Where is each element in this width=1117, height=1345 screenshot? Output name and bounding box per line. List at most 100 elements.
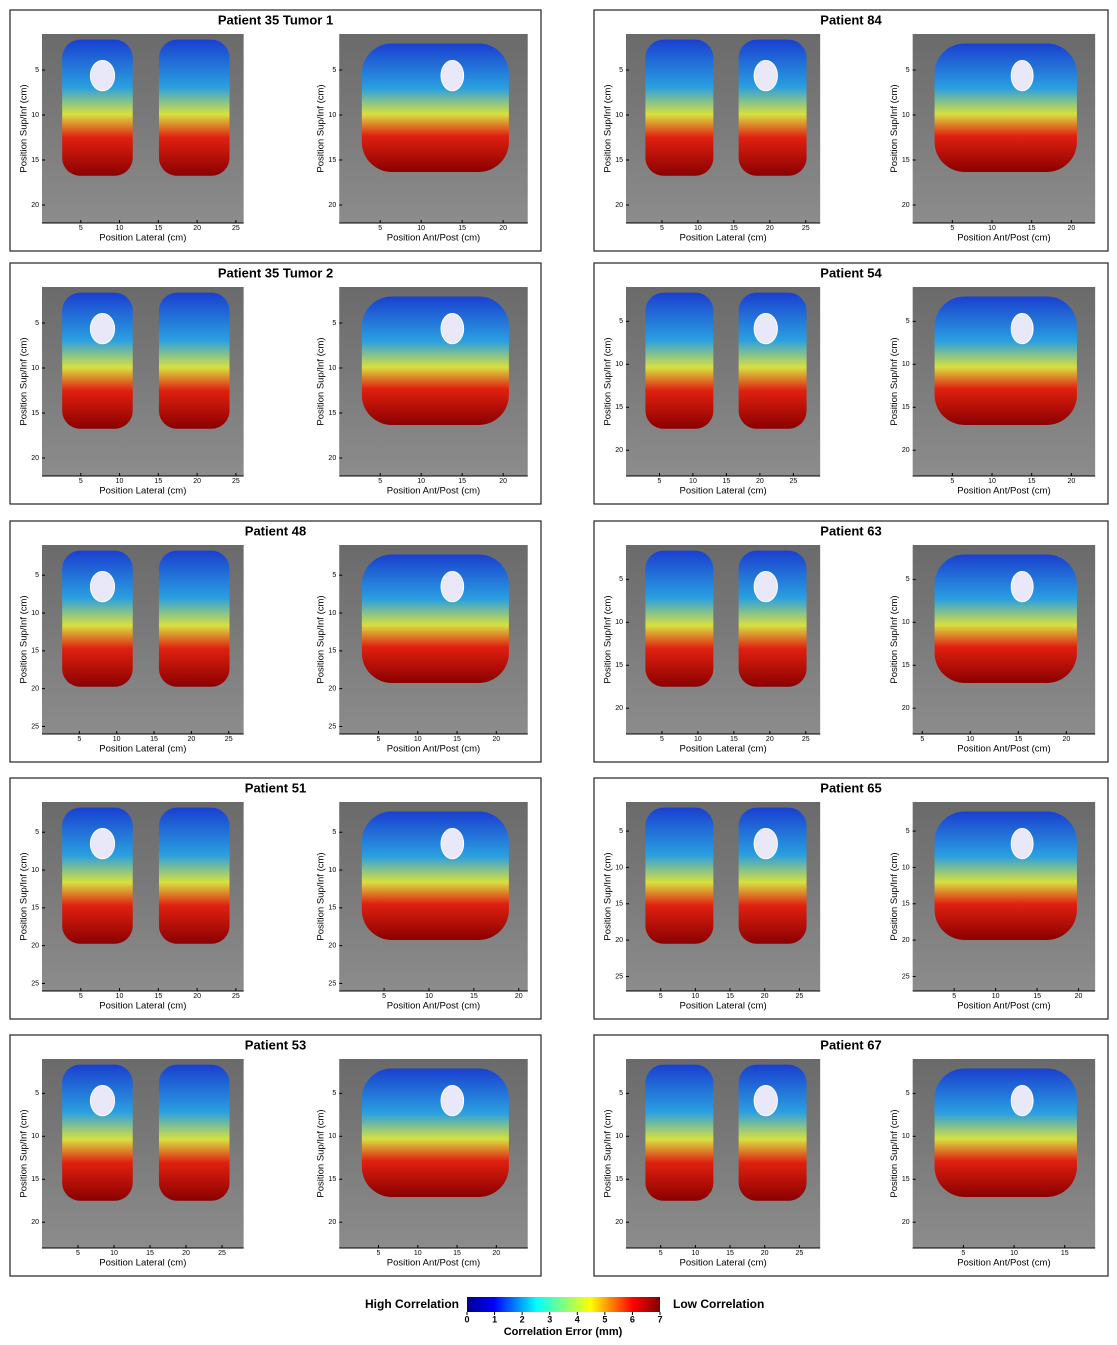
y-tick-label: 15 — [615, 1176, 623, 1183]
y-tick-label: 20 — [615, 705, 623, 712]
x-tick-label: 15 — [146, 1250, 154, 1257]
panel-title: Patient 51 — [245, 780, 306, 795]
y-tick-label: 10 — [902, 361, 910, 368]
y-tick-label: 10 — [902, 1133, 910, 1140]
y-tick-label: 15 — [328, 905, 336, 912]
y-tick-label: 10 — [328, 365, 336, 372]
y-axis-label: Position Sup/Inf (cm) — [316, 852, 327, 940]
x-tick-label: 5 — [382, 993, 386, 1000]
x-tick-label: 20 — [193, 225, 201, 232]
lung-map — [62, 551, 133, 687]
y-tick-label: 10 — [615, 864, 623, 871]
y-tick-label: 10 — [328, 867, 336, 874]
y-tick-label: 5 — [619, 828, 623, 835]
x-axis-label: Position Lateral (cm) — [99, 486, 186, 497]
lung-map — [739, 808, 807, 944]
x-tick-label: 20 — [766, 736, 774, 743]
y-tick-label: 20 — [31, 1219, 39, 1226]
lung-map — [645, 551, 713, 687]
x-axis-label: Position Lateral (cm) — [680, 1001, 767, 1012]
x-axis-label: Position Lateral (cm) — [680, 486, 767, 497]
y-tick-label: 5 — [35, 320, 39, 327]
y-axis-label: Position Sup/Inf (cm) — [889, 84, 900, 172]
x-tick-label: 10 — [992, 993, 1000, 1000]
y-axis-label: Position Sup/Inf (cm) — [889, 1109, 900, 1197]
colorbar-tick-label: 6 — [630, 1314, 635, 1324]
lung-map — [645, 40, 713, 176]
y-tick-label: 20 — [902, 1219, 910, 1226]
x-axis-label: Position Lateral (cm) — [99, 1258, 186, 1269]
y-tick-label: 5 — [332, 320, 336, 327]
colorbar-left-label: High Correlation — [365, 1297, 459, 1311]
x-axis-label: Position Ant/Post (cm) — [387, 486, 480, 497]
x-tick-label: 10 — [425, 993, 433, 1000]
x-axis-label: Position Lateral (cm) — [680, 1258, 767, 1269]
x-axis-label: Position Ant/Post (cm) — [957, 486, 1050, 497]
y-tick-label: 25 — [328, 980, 336, 987]
y-axis-label: Position Sup/Inf (cm) — [889, 595, 900, 683]
y-tick-label: 10 — [31, 1133, 39, 1140]
x-axis-label: Position Ant/Post (cm) — [387, 233, 480, 244]
panel-title: Patient 84 — [820, 12, 882, 27]
x-tick-label: 20 — [492, 736, 500, 743]
y-tick-label: 10 — [328, 1133, 336, 1140]
y-tick-label: 5 — [35, 572, 39, 579]
x-tick-label: 5 — [660, 225, 664, 232]
x-tick-label: 25 — [789, 478, 797, 485]
lung-map — [159, 40, 230, 176]
x-tick-label: 25 — [795, 993, 803, 1000]
x-tick-label: 20 — [1067, 478, 1075, 485]
x-tick-label: 20 — [193, 478, 201, 485]
x-tick-label: 5 — [950, 225, 954, 232]
x-tick-label: 20 — [1075, 993, 1083, 1000]
x-axis-label: Position Lateral (cm) — [99, 233, 186, 244]
x-tick-label: 15 — [458, 225, 466, 232]
x-tick-label: 10 — [691, 993, 699, 1000]
y-tick-label: 10 — [615, 1133, 623, 1140]
lung-map — [739, 551, 807, 687]
x-tick-label: 20 — [499, 225, 507, 232]
y-tick-label: 15 — [31, 648, 39, 655]
x-tick-label: 10 — [694, 736, 702, 743]
colorbar-tick-label: 2 — [520, 1314, 525, 1324]
figure: High Correlation Low Correlation Correla… — [0, 0, 1117, 1340]
y-tick-label: 10 — [902, 619, 910, 626]
tumor — [90, 60, 114, 90]
panel-title: Patient 35 Tumor 1 — [218, 12, 333, 27]
x-tick-label: 25 — [802, 736, 810, 743]
x-tick-label: 15 — [730, 225, 738, 232]
x-tick-label: 15 — [1028, 225, 1036, 232]
y-tick-label: 15 — [615, 157, 623, 164]
x-tick-label: 20 — [492, 1250, 500, 1257]
y-tick-label: 15 — [328, 648, 336, 655]
y-tick-label: 5 — [906, 576, 910, 583]
y-tick-label: 20 — [328, 685, 336, 692]
x-tick-label: 5 — [950, 478, 954, 485]
page: High Correlation Low Correlation Correla… — [0, 0, 1117, 1345]
x-tick-label: 20 — [1062, 736, 1070, 743]
lung-map — [739, 293, 807, 429]
y-axis-label: Position Sup/Inf (cm) — [19, 337, 30, 425]
x-axis-label: Position Ant/Post (cm) — [957, 1258, 1050, 1269]
tumor — [441, 313, 464, 343]
x-axis-label: Position Ant/Post (cm) — [387, 1258, 480, 1269]
y-tick-label: 20 — [31, 685, 39, 692]
y-tick-label: 15 — [902, 662, 910, 669]
x-tick-label: 5 — [79, 225, 83, 232]
x-tick-label: 15 — [453, 736, 461, 743]
lung-map — [739, 40, 807, 176]
y-tick-label: 25 — [328, 723, 336, 730]
y-tick-label: 20 — [902, 202, 910, 209]
x-tick-label: 15 — [730, 736, 738, 743]
x-tick-label: 5 — [377, 736, 381, 743]
x-tick-label: 25 — [802, 225, 810, 232]
tumor — [441, 828, 464, 858]
panel-title: Patient 63 — [820, 523, 881, 538]
tumor — [1011, 60, 1033, 90]
y-axis-label: Position Sup/Inf (cm) — [603, 84, 614, 172]
x-tick-label: 15 — [723, 478, 731, 485]
y-tick-label: 5 — [906, 67, 910, 74]
tumor — [1011, 1085, 1033, 1115]
lung-map — [362, 1068, 509, 1197]
y-tick-label: 15 — [328, 410, 336, 417]
